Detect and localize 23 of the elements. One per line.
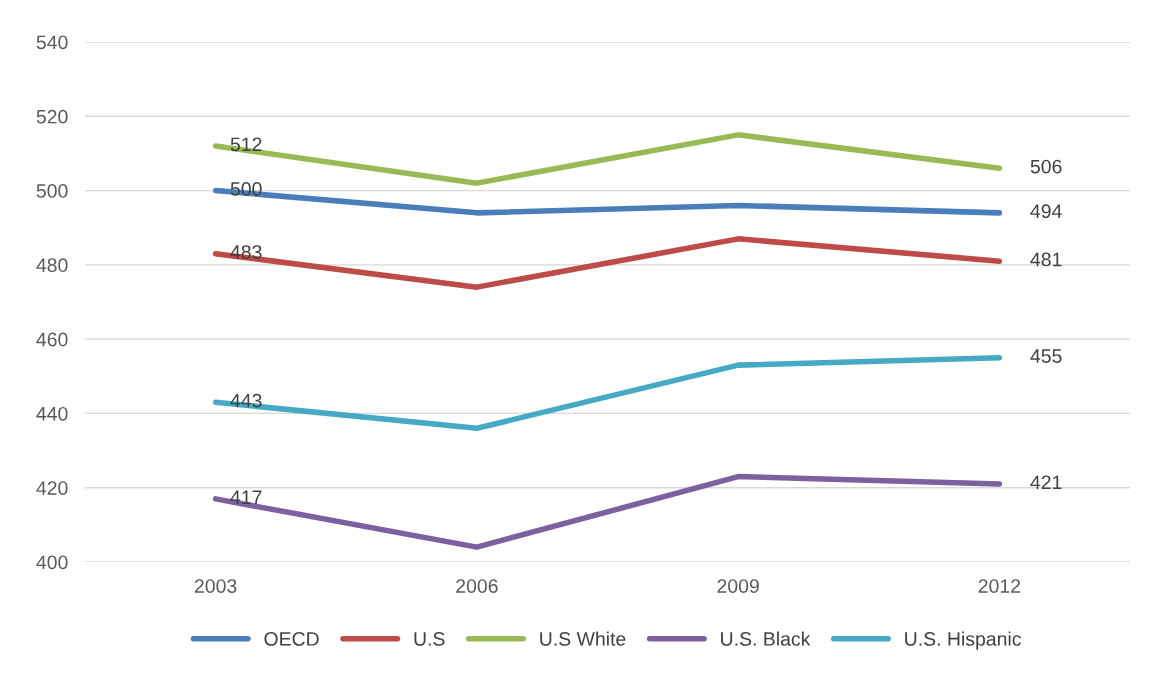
data-label: 494	[1030, 204, 1062, 219]
y-tick-label: 500	[36, 184, 68, 198]
y-tick-label: 480	[36, 258, 68, 273]
legend-label: U.S White	[540, 631, 626, 646]
x-tick-label: 2012	[978, 579, 1021, 593]
legend-label: U.S. Hispanic	[905, 631, 1021, 650]
y-tick-label: 440	[36, 406, 68, 421]
x-tick-label: 2006	[456, 579, 498, 593]
legend-label: U.S. Black	[721, 631, 811, 646]
data-label: 455	[1030, 349, 1062, 363]
data-label: 417	[230, 490, 262, 504]
legend-label: OECD	[264, 632, 319, 646]
y-tick-label: 520	[36, 109, 68, 124]
data-label: 481	[1030, 252, 1062, 267]
data-label: 421	[1030, 475, 1062, 490]
y-tick-label: 460	[36, 332, 68, 347]
x-tick-label: 2009	[717, 579, 759, 593]
y-tick-label: 540	[36, 35, 68, 50]
y-tick-label: 400	[36, 555, 68, 570]
x-tick-label: 2003	[194, 579, 237, 593]
data-label: 506	[1030, 159, 1062, 174]
legend-label: U.S	[414, 632, 445, 646]
y-tick-label: 420	[36, 481, 68, 495]
